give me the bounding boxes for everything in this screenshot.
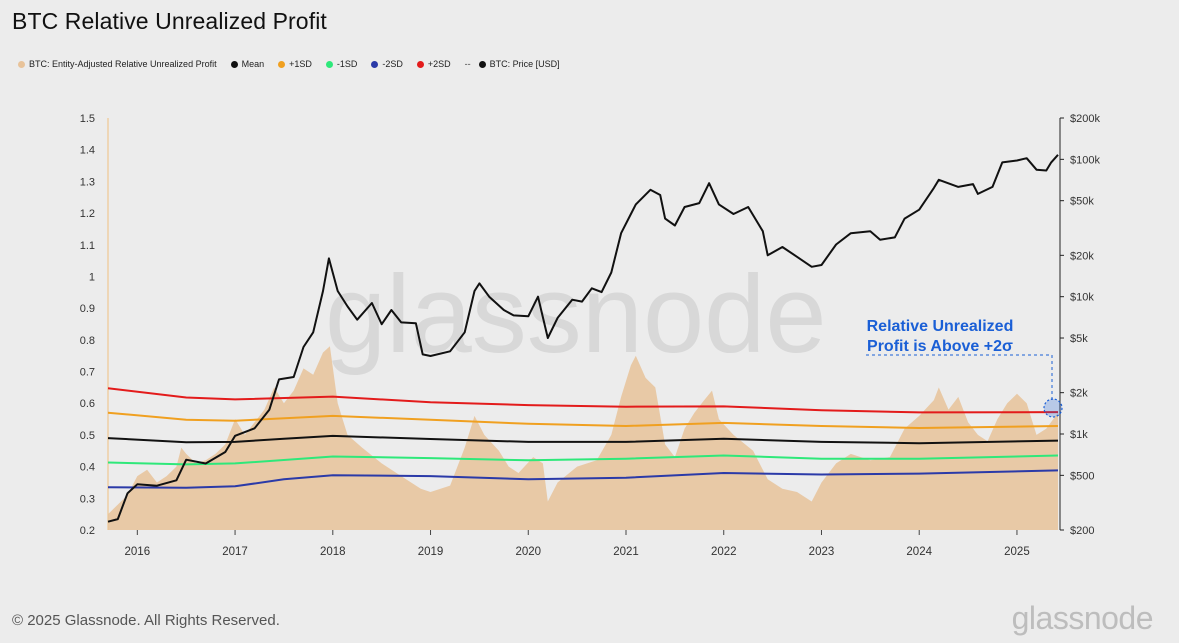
legend-item[interactable]: -- BTC: Price [USD] xyxy=(465,59,560,69)
legend-swatch xyxy=(416,60,424,68)
chart-canvas: glassnode 0.2 0.3 0.4 0.5 0.6 0.7 0.8 0.9 1 1.1 1.2… xyxy=(80,113,1101,558)
y-right-tick-label: $2k xyxy=(1070,388,1088,400)
y-right-tick-label: $100k xyxy=(1070,154,1100,166)
x-tick-label: 2017 xyxy=(222,546,248,558)
legend-swatch xyxy=(230,60,238,68)
y-right-tick-label: $50k xyxy=(1070,196,1094,208)
y-left-tick-label: 0.5 xyxy=(80,430,95,442)
copyright-footer: © 2025 Glassnode. All Rights Reserved. xyxy=(12,612,280,629)
series-line-mean xyxy=(107,434,1059,445)
series-area-relative-unrealized-profit xyxy=(108,346,1058,530)
y-left-tick-label: 1.1 xyxy=(80,240,95,252)
legend-label: BTC: Entity-Adjusted Relative Unrealized… xyxy=(29,58,217,69)
y-left-tick-label: 0.2 xyxy=(80,525,95,537)
annotation-line-1: Relative Unrealized xyxy=(867,318,1014,335)
chart-title: BTC Relative Unrealized Profit xyxy=(12,8,327,34)
brand-logo: glassnode xyxy=(1011,600,1154,636)
legend-item[interactable]: -1SD xyxy=(325,58,358,69)
y-right-tick-label: $500 xyxy=(1070,470,1094,482)
y-left-tick-label: 1.5 xyxy=(80,113,95,125)
series-line--2sd xyxy=(107,469,1059,489)
legend-swatch xyxy=(278,60,286,68)
y-left-tick-label: 0.3 xyxy=(80,493,95,505)
legend-label: +2SD xyxy=(427,58,451,69)
x-tick-label: 2025 xyxy=(1004,546,1030,558)
chart-legend: BTC: Entity-Adjusted Relative Unrealized… xyxy=(18,58,574,69)
annotation-highlight-circle xyxy=(1043,398,1063,418)
legend-item[interactable]: +2SD xyxy=(416,58,451,69)
legend-swatch xyxy=(18,60,25,68)
legend-item[interactable]: Mean xyxy=(230,58,265,69)
y-right-tick-label: $200 xyxy=(1070,525,1094,537)
x-tick-label: 2024 xyxy=(906,546,932,558)
x-tick-label: 2016 xyxy=(125,546,151,558)
y-left-tick-label: 0.4 xyxy=(80,462,95,474)
legend-swatch xyxy=(325,60,333,68)
x-tick-label: 2021 xyxy=(613,546,639,558)
legend-dash-marker: -- xyxy=(464,58,471,69)
legend-label: +1SD xyxy=(289,58,312,69)
y-left-tick-label: 0.7 xyxy=(80,367,95,379)
legend-label: BTC: Price [USD] xyxy=(489,58,560,69)
series-line-btc-price xyxy=(107,154,1059,523)
y-left-tick-label: 1.2 xyxy=(80,208,95,220)
y-right-tick-label: $20k xyxy=(1070,250,1094,262)
y-right-tick-label: $1k xyxy=(1070,429,1088,441)
annotation-leader xyxy=(866,354,1053,400)
y-right-tick-label: $5k xyxy=(1070,333,1088,345)
legend-swatch xyxy=(371,60,379,68)
series-line--1sd xyxy=(107,454,1059,466)
x-tick-label: 2019 xyxy=(418,546,444,558)
series-line--2sd xyxy=(107,387,1059,414)
x-tick-label: 2022 xyxy=(711,546,737,558)
x-tick-label: 2023 xyxy=(809,546,835,558)
x-tick-label: 2018 xyxy=(320,546,346,558)
series-line--1sd xyxy=(107,411,1059,430)
y-left-tick-label: 0.8 xyxy=(80,335,95,347)
y-right-tick-label: $200k xyxy=(1070,113,1100,125)
legend-swatch xyxy=(478,60,486,68)
legend-label: -2SD xyxy=(382,58,403,69)
legend-label: Mean xyxy=(241,58,265,69)
y-left-tick-label: 0.6 xyxy=(80,398,95,410)
x-tick-label: 2020 xyxy=(515,546,541,558)
legend-item[interactable]: BTC: Entity-Adjusted Relative Unrealized… xyxy=(18,59,217,69)
legend-item[interactable]: +1SD xyxy=(278,59,312,69)
y-left-tick-label: 1 xyxy=(89,271,95,283)
watermark: glassnode xyxy=(325,253,827,376)
legend-label: -1SD xyxy=(336,58,358,69)
annotation-line-2: Profit is Above +2σ xyxy=(867,338,1013,355)
y-left-tick-label: 0.9 xyxy=(80,303,95,315)
y-left-tick-label: 1.3 xyxy=(80,176,95,188)
y-right-tick-label: $10k xyxy=(1070,292,1094,304)
legend-item[interactable]: -2SD xyxy=(371,59,403,69)
y-left-tick-label: 1.4 xyxy=(80,145,95,157)
